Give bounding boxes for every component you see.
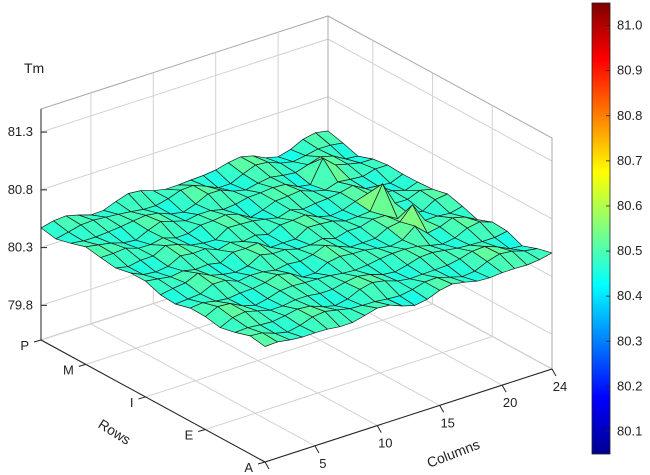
x-tick-mark xyxy=(439,405,445,413)
x-tick-mark xyxy=(551,368,557,377)
colorbar-tick-label: 80.2 xyxy=(617,378,642,393)
colorbar-tick-label: 80.1 xyxy=(617,423,642,438)
z-tick-label: 80.8 xyxy=(8,182,33,197)
y-tick-mark xyxy=(257,461,266,465)
x-tick-mark xyxy=(314,445,320,454)
y-tick-label: I xyxy=(130,395,134,410)
x-tick-mark xyxy=(501,384,507,393)
y-tick-label: A xyxy=(244,460,253,475)
x-tick-label: 24 xyxy=(553,379,567,394)
z-axis-label: Tm xyxy=(24,60,44,76)
y-tick-mark xyxy=(33,339,42,343)
grid-line-y xyxy=(145,72,434,398)
y-tick-mark xyxy=(198,428,206,432)
colorbar-tick-label: 80.4 xyxy=(617,288,642,303)
surface-mesh xyxy=(40,130,553,347)
colorbar-tick-label: 80.5 xyxy=(617,243,642,258)
colorbar-tick-label: 80.9 xyxy=(617,63,642,78)
grid-line-y xyxy=(205,105,493,430)
colorbar: 80.1 80.2 80.3 80.4 80.5 80.6 80.7 80.8 80.9 81.0 xyxy=(591,2,642,455)
x-tick-label: 5 xyxy=(319,456,326,471)
axis-lines xyxy=(33,109,557,470)
z-tick-label: 79.8 xyxy=(8,297,33,312)
x-tick-label: 10 xyxy=(378,436,392,451)
colorbar-gradient xyxy=(591,2,611,455)
colorbar-tick-label: 80.7 xyxy=(617,153,642,168)
surface-cell xyxy=(249,332,278,347)
y-tick-mark xyxy=(78,363,86,367)
y-tick-labels: A E I M P xyxy=(20,338,253,475)
y-tick-label: E xyxy=(185,427,194,442)
colorbar-tick-labels: 80.1 80.2 80.3 80.4 80.5 80.6 80.7 80.8 80.9 81.0 xyxy=(606,18,642,438)
y-axis-line xyxy=(40,339,266,463)
y-tick-label: P xyxy=(20,338,29,353)
x-tick-label: 1 xyxy=(269,472,276,475)
x-tick-mark xyxy=(264,461,270,470)
y-axis-label: Rows xyxy=(96,416,134,448)
colorbar-tick-label: 80.3 xyxy=(617,333,642,348)
x-tick-labels: 1510152024 xyxy=(269,379,567,475)
z-tick-label: 80.3 xyxy=(8,240,33,255)
colorbar-tick-label: 80.8 xyxy=(617,108,642,123)
z-tick-label: 81.3 xyxy=(8,124,33,139)
y-tick-label: M xyxy=(63,362,74,377)
z-tick-labels: 79.8 80.3 80.8 81.3 xyxy=(8,124,33,312)
colorbar-tick-label: 81.0 xyxy=(617,18,642,33)
x-tick-mark xyxy=(376,425,382,433)
x-axis-line xyxy=(264,368,553,463)
x-axis-label: Columns xyxy=(425,436,482,471)
y-tick-mark xyxy=(138,396,146,400)
x-tick-label: 15 xyxy=(440,415,454,430)
colorbar-tick-label: 80.6 xyxy=(617,198,642,213)
x-tick-label: 20 xyxy=(503,395,517,410)
